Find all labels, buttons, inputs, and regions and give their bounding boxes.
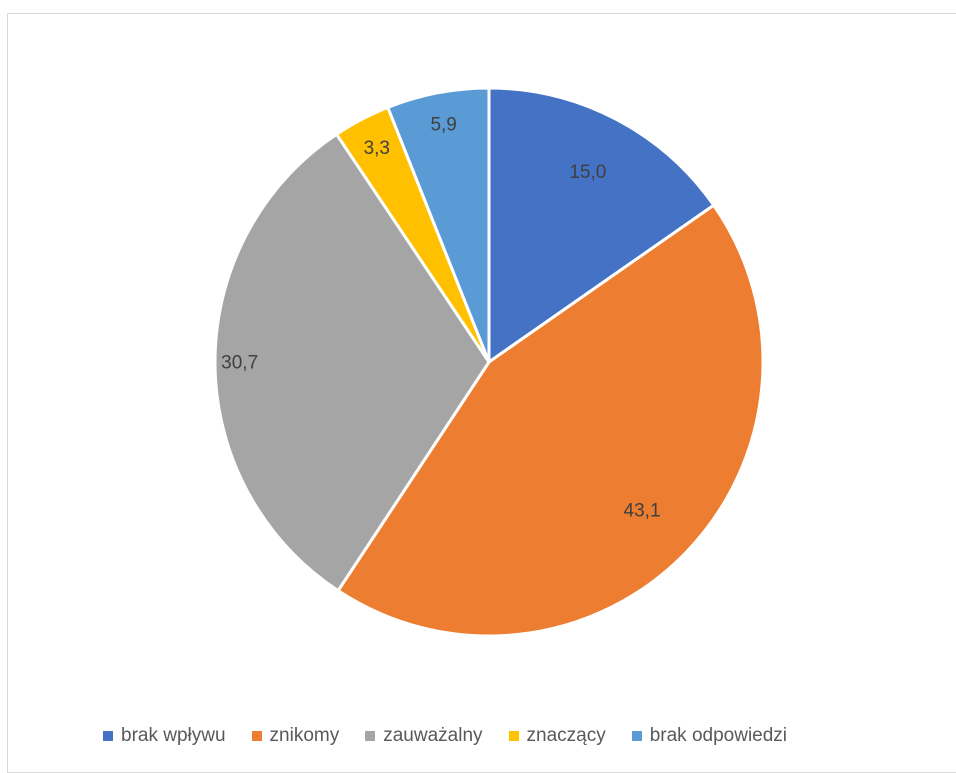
legend-swatch [365,731,376,741]
pie-slice-znikomy [336,203,765,638]
legend-item-brak-wplywu: brak wpływu [103,725,226,747]
legend-swatch [631,731,642,741]
pie-slice-brak-wplywu [487,86,716,364]
data-label-brak-wplywu: 15,0 [569,162,606,183]
pie-slice-zauwazalny [213,132,491,593]
pie-slice-brak-odpowiedzi [386,86,491,364]
data-labels: 15,0 43,1 30,7 3,3 5,9 [221,115,660,522]
legend-swatch [508,731,519,741]
legend-swatch [103,731,113,741]
data-label-znaczacy: 3,3 [364,138,390,159]
legend-item-znikomy: znikomy [251,725,340,747]
legend-item-zauwazalny: zauważalny [365,725,483,747]
data-label-znikomy: 43,1 [624,501,661,522]
legend-item-znaczacy: znaczący [508,725,606,747]
data-label-zauwazalny: 30,7 [221,352,258,373]
pie-slices [213,86,765,638]
pie-chart: 15,0 43,1 30,7 3,3 5,9 [213,86,765,638]
legend-label: zauważalny [383,725,483,746]
data-label-brak-odpowiedzi: 5,9 [430,115,456,136]
legend-item-brak-odpowiedzi: brak odpowiedzi [631,725,788,747]
legend-label: brak odpowiedzi [649,725,788,746]
legend-swatch [251,731,262,741]
legend-label: znikomy [269,725,340,746]
legend-label: znaczący [526,725,606,746]
legend-label: brak wpływu [121,725,226,746]
legend: brak wpływu znikomy zauważalny znaczący brak… [103,724,787,748]
